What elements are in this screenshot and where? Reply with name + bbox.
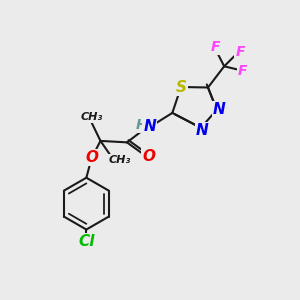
Text: H: H xyxy=(136,118,148,132)
Text: S: S xyxy=(176,80,187,94)
Text: F: F xyxy=(235,45,245,58)
Text: Cl: Cl xyxy=(78,234,94,249)
Text: O: O xyxy=(85,150,98,165)
Text: N: N xyxy=(213,102,226,117)
Text: F: F xyxy=(238,64,247,78)
Text: O: O xyxy=(142,149,156,164)
Text: CH₃: CH₃ xyxy=(109,155,131,165)
Text: N: N xyxy=(143,119,156,134)
Text: N: N xyxy=(196,123,209,138)
Text: F: F xyxy=(211,40,221,54)
Text: CH₃: CH₃ xyxy=(80,112,103,122)
